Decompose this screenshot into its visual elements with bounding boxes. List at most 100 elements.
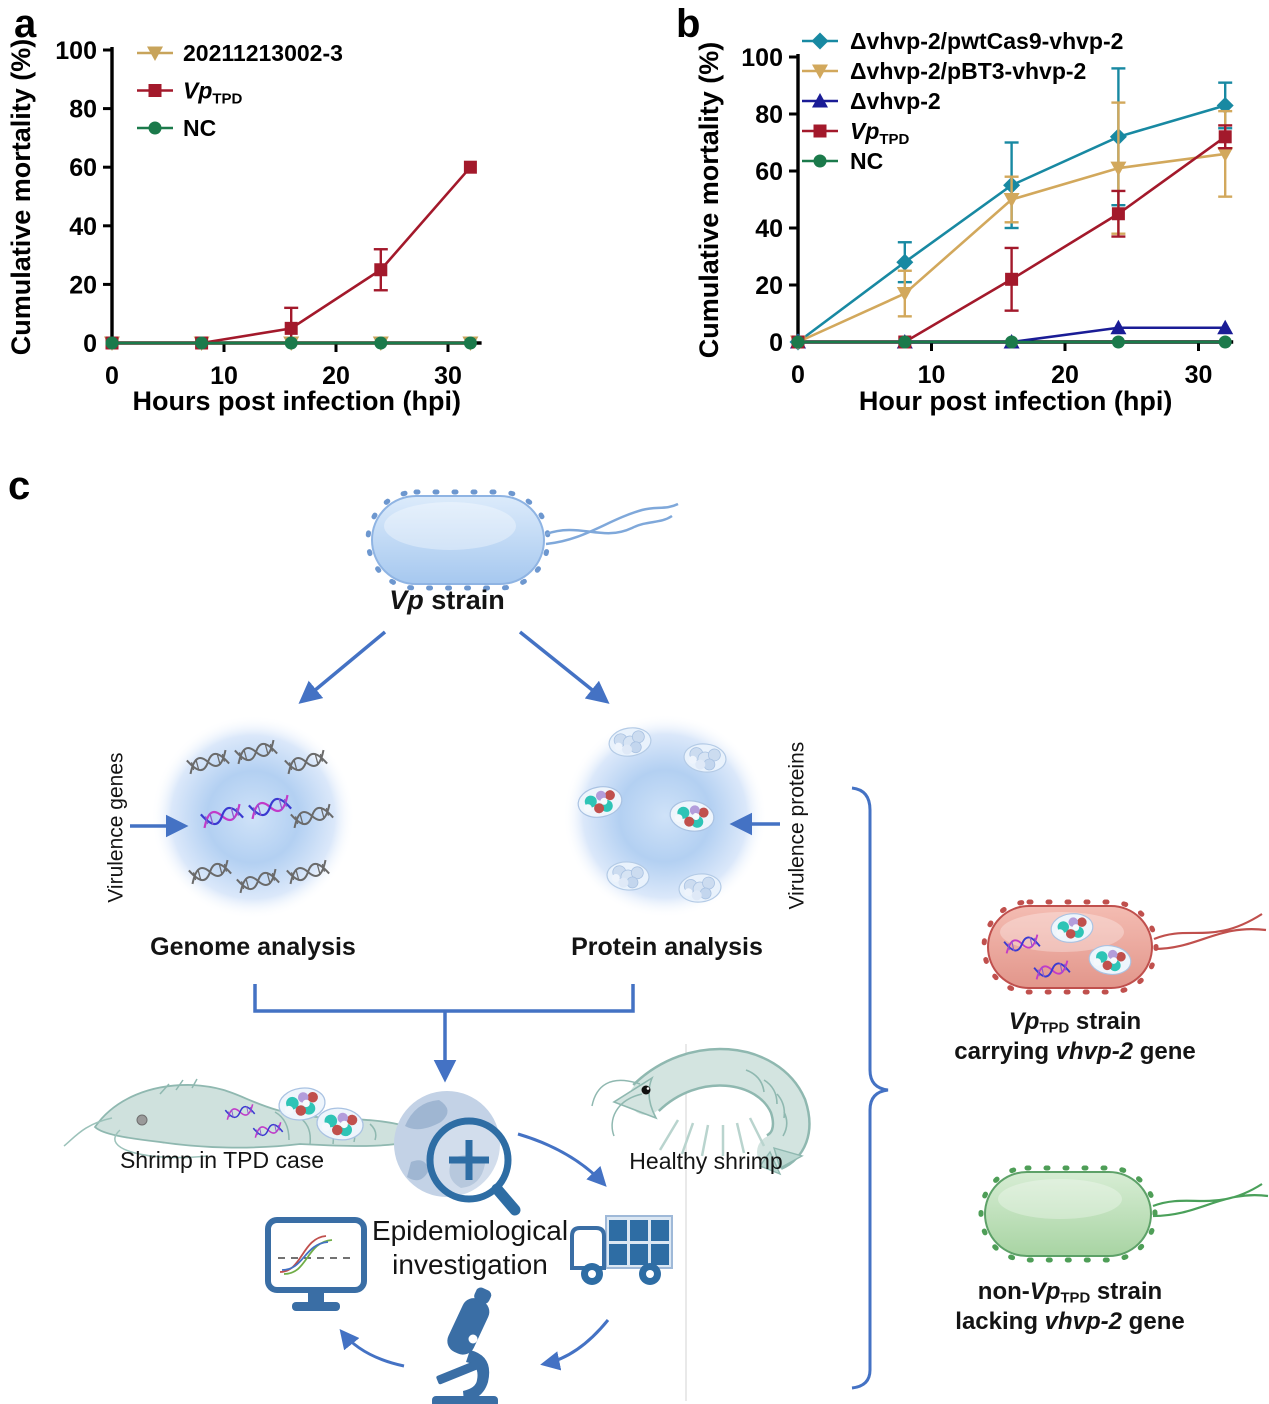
legend-marker [812,64,828,79]
right-brace [851,786,889,1390]
data-point [1110,319,1127,335]
data-point [284,321,298,335]
legend-marker [148,121,162,135]
y-tick-label: 0 [769,329,783,357]
y-tick-label: 20 [755,272,783,300]
arrow-to-protein [518,630,610,704]
data-point [1110,161,1127,177]
legend-marker [813,154,827,168]
data-point [791,335,805,349]
healthy-shrimp-label: Healthy shrimp [629,1148,783,1174]
arrow-microscope-to-monitor [339,1328,405,1368]
globe-magnifier-icon [394,1091,521,1216]
protein-analysis-circle [563,714,767,918]
x-tick-label: 0 [105,362,119,390]
legend-label: Δvhvp-2 [850,88,941,114]
data-point [1111,335,1125,349]
data-point [1003,193,1020,208]
legend-label: NC [183,115,216,141]
arrow-to-genome [298,630,387,704]
arrow-truck-to-microscope [540,1319,610,1371]
x-axis-title: Hour post infection (hpi) [859,386,1172,416]
x-tick-label: 30 [1185,361,1213,389]
data-point [898,335,912,349]
legend-marker [811,32,829,50]
healthy-shrimp-icon [591,1047,811,1176]
diagram-panel-c: Vp strain Virulence genes Virulence prot… [0,444,1269,1404]
transport-truck-icon [570,1215,673,1285]
y-tick-label: 60 [69,154,97,182]
y-axis-title: Cumulative mortality (%) [694,42,724,359]
data-point [1216,96,1234,114]
legend-label: VpTPD [850,118,910,148]
legend-label: 20211213002-3 [183,40,343,66]
data-point [896,253,914,271]
virulence-genes-label: Virulence genes [104,752,128,903]
y-tick-label: 40 [755,215,783,243]
genome-analysis-label: Genome analysis [150,933,356,961]
chart-panel-b: 0 20 40 60 80 100 0 10 20 30 Hour post infection (… [694,28,1234,416]
legend-marker [812,93,828,108]
y-tick-label: 100 [741,44,783,72]
data-point [896,287,913,302]
panel-label-b: b [676,2,701,46]
arrow-globe-to-truck [517,1132,607,1187]
data-point [1218,335,1232,349]
data-point [195,336,209,350]
epidemiological-label: Epidemiological investigation [371,1215,569,1280]
panel-label-a: a [14,2,37,46]
data-point [284,336,298,350]
data-point [105,336,119,350]
legend-label: Δvhvp-2/pBT3-vhvp-2 [850,58,1086,84]
vp-strain-label: Vp strain [389,585,505,615]
virulence-proteins-label: Virulence proteins [785,741,809,910]
x-tick-label: 0 [791,361,805,389]
shrimp-tpd-icon [63,1078,426,1159]
x-tick-label: 30 [434,362,462,390]
diagram-artwork [63,489,1269,1404]
data-point [374,336,388,350]
data-point [1218,130,1232,144]
join-bracket [253,984,635,1013]
data-point [374,263,388,277]
data-point [463,160,477,174]
microscope-icon [432,1287,498,1404]
legend-marker [148,84,162,97]
shrimp-tpd-label: Shrimp in TPD case [119,1147,325,1173]
y-tick-label: 20 [69,271,97,299]
x-tick-label: 20 [1051,361,1079,389]
vptpd-strain-bacterium-icon [981,899,1267,995]
y-tick-label: 40 [69,213,97,241]
legend-marker [147,46,163,61]
data-point [1217,319,1234,335]
legend-label: NC [850,148,883,174]
legend-marker [813,124,827,138]
data-point [1005,272,1019,286]
data-point [1111,207,1125,221]
vibrio-blue-bacterium-icon [365,489,679,591]
x-tick-label: 10 [210,362,238,390]
non-vptpd-strain-bacterium-icon [978,1165,1269,1263]
non-vptpd-strain-label: non-VpTPD strain lacking vhvp-2 gene [955,1278,1185,1336]
y-tick-label: 60 [755,158,783,186]
x-axis-title: Hours post infection (hpi) [133,386,461,416]
x-tick-label: 20 [322,362,350,390]
y-tick-label: 80 [755,101,783,129]
y-tick-label: 100 [55,37,97,65]
data-point [1005,335,1019,349]
y-tick-label: 80 [69,96,97,124]
genome-analysis-circle [151,715,355,919]
data-point [1217,147,1234,162]
legend-label: VpTPD [183,78,243,108]
data-point [463,336,477,350]
panel-label-c: c [8,464,31,508]
vptpd-strain-label: VpTPD strain carrying vhvp-2 gene [954,1008,1196,1066]
legend-label: Δvhvp-2/pwtCas9-vhvp-2 [850,28,1123,54]
y-tick-label: 0 [83,330,97,358]
y-axis-title: Cumulative mortality (%) [6,39,36,356]
protein-analysis-label: Protein analysis [571,933,763,961]
monitor-chart-icon [265,1217,367,1311]
x-tick-label: 10 [918,361,946,389]
